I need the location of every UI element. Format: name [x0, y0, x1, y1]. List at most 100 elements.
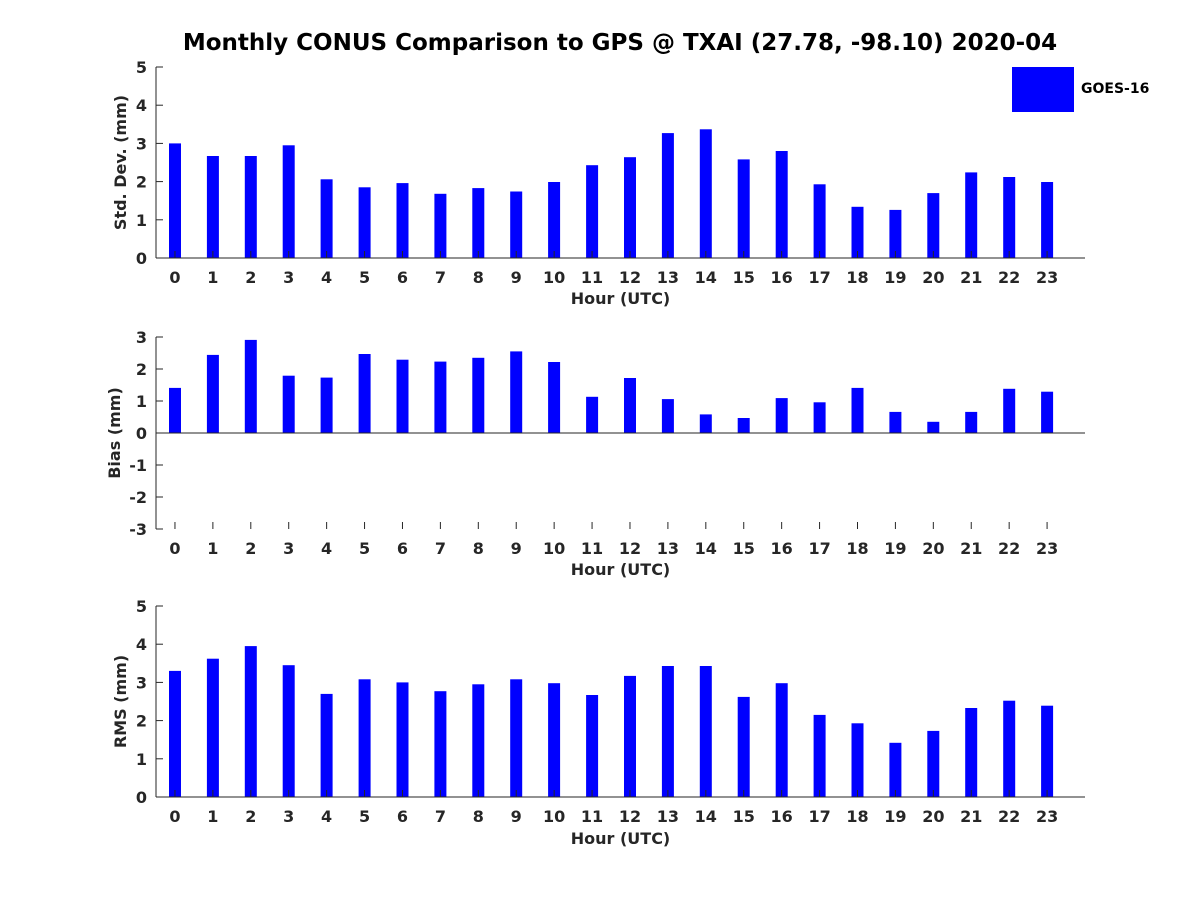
bar-rms-1 — [206, 658, 219, 797]
x-tick-label-rms-18: 18 — [846, 807, 868, 826]
legend: GOES-16 — [1012, 67, 1152, 112]
x-tick-label-bias-8: 8 — [473, 539, 484, 558]
x-tick-label-rms-10: 10 — [543, 807, 565, 826]
y-tick-label-std-2: 2 — [136, 173, 147, 192]
y-tick-label-bias-2: 2 — [136, 360, 147, 379]
bar-rms-8 — [472, 684, 485, 797]
bar-std-2 — [244, 156, 257, 258]
bar-bias-1 — [206, 354, 219, 433]
x-tick-label-std-23: 23 — [1036, 268, 1058, 287]
bar-std-17 — [813, 184, 826, 258]
x-tick-label-rms-0: 0 — [169, 807, 180, 826]
x-tick-label-bias-6: 6 — [397, 539, 408, 558]
bar-std-18 — [851, 206, 864, 258]
x-tick-label-bias-20: 20 — [922, 539, 944, 558]
x-tick-label-std-10: 10 — [543, 268, 565, 287]
bar-bias-22 — [1003, 388, 1016, 433]
bar-bias-16 — [775, 398, 788, 433]
bar-rms-6 — [396, 682, 409, 797]
bar-rms-11 — [586, 695, 599, 797]
bar-bias-0 — [169, 387, 181, 433]
bar-bias-8 — [472, 357, 485, 433]
bar-rms-4 — [320, 693, 333, 797]
x-axis-label-std: Hour (UTC) — [571, 289, 671, 308]
bar-rms-18 — [851, 723, 864, 797]
x-tick-label-rms-17: 17 — [808, 807, 830, 826]
bar-std-10 — [548, 182, 561, 258]
y-axis-label-std: Std. Dev. (mm) — [111, 95, 130, 230]
bar-bias-19 — [889, 411, 902, 433]
x-tick-label-bias-1: 1 — [207, 539, 218, 558]
x-tick-label-rms-6: 6 — [397, 807, 408, 826]
bar-bias-14 — [699, 414, 712, 433]
bar-std-9 — [510, 191, 523, 258]
x-tick-label-std-9: 9 — [511, 268, 522, 287]
y-tick-label-bias--1: -1 — [129, 456, 147, 475]
x-tick-label-bias-23: 23 — [1036, 539, 1058, 558]
bar-rms-5 — [358, 679, 371, 797]
x-tick-label-rms-9: 9 — [511, 807, 522, 826]
bar-std-4 — [320, 179, 333, 258]
x-tick-label-bias-9: 9 — [511, 539, 522, 558]
x-tick-label-rms-19: 19 — [884, 807, 906, 826]
y-tick-label-std-0: 0 — [136, 249, 147, 268]
x-tick-label-rms-12: 12 — [619, 807, 641, 826]
x-axis-label-rms: Hour (UTC) — [571, 829, 671, 848]
bar-bias-18 — [851, 387, 864, 433]
bar-std-23 — [1041, 182, 1054, 258]
bar-rms-3 — [282, 665, 295, 797]
y-tick-label-std-5: 5 — [136, 58, 147, 77]
x-tick-label-std-6: 6 — [397, 268, 408, 287]
x-tick-label-rms-3: 3 — [283, 807, 294, 826]
y-tick-label-std-1: 1 — [136, 211, 147, 230]
x-tick-label-bias-19: 19 — [884, 539, 906, 558]
y-tick-label-bias--3: -3 — [129, 520, 147, 539]
bar-bias-7 — [434, 361, 447, 433]
bar-rms-7 — [434, 691, 447, 797]
bar-std-3 — [282, 145, 295, 258]
y-tick-label-bias-0: 0 — [136, 424, 147, 443]
bar-std-8 — [472, 188, 485, 258]
bar-bias-2 — [244, 339, 257, 433]
bar-rms-10 — [548, 683, 561, 797]
x-tick-label-std-2: 2 — [245, 268, 256, 287]
y-axis-label-rms: RMS (mm) — [111, 655, 130, 748]
x-tick-label-rms-4: 4 — [321, 807, 332, 826]
x-tick-label-bias-13: 13 — [657, 539, 679, 558]
bar-bias-13 — [661, 399, 674, 433]
bar-bias-23 — [1041, 391, 1054, 433]
y-tick-label-std-3: 3 — [136, 134, 147, 153]
y-tick-label-rms-3: 3 — [136, 673, 147, 692]
x-tick-label-std-4: 4 — [321, 268, 332, 287]
x-tick-label-rms-20: 20 — [922, 807, 944, 826]
bar-rms-23 — [1041, 705, 1054, 797]
bar-bias-3 — [282, 375, 295, 433]
x-tick-label-rms-7: 7 — [435, 807, 446, 826]
x-tick-label-rms-22: 22 — [998, 807, 1020, 826]
bar-rms-9 — [510, 679, 523, 797]
x-tick-label-bias-10: 10 — [543, 539, 565, 558]
x-tick-label-bias-3: 3 — [283, 539, 294, 558]
x-tick-label-std-18: 18 — [846, 268, 868, 287]
x-tick-label-std-12: 12 — [619, 268, 641, 287]
bar-rms-2 — [244, 646, 257, 797]
x-axis-label-bias: Hour (UTC) — [571, 560, 671, 579]
x-tick-label-std-20: 20 — [922, 268, 944, 287]
bar-std-6 — [396, 183, 409, 258]
legend-swatch — [1012, 67, 1074, 112]
x-tick-label-rms-21: 21 — [960, 807, 982, 826]
bar-std-16 — [775, 151, 788, 258]
y-tick-label-rms-1: 1 — [136, 750, 147, 769]
x-tick-label-std-8: 8 — [473, 268, 484, 287]
bar-rms-12 — [624, 675, 636, 797]
bar-bias-9 — [510, 351, 523, 433]
x-tick-label-bias-7: 7 — [435, 539, 446, 558]
bar-std-22 — [1003, 177, 1016, 258]
x-tick-label-rms-16: 16 — [771, 807, 793, 826]
bar-rms-20 — [927, 730, 940, 797]
x-tick-label-std-3: 3 — [283, 268, 294, 287]
x-tick-label-std-22: 22 — [998, 268, 1020, 287]
bar-rms-16 — [775, 683, 788, 797]
legend-label: GOES-16 — [1081, 81, 1150, 97]
x-tick-label-rms-1: 1 — [207, 807, 218, 826]
